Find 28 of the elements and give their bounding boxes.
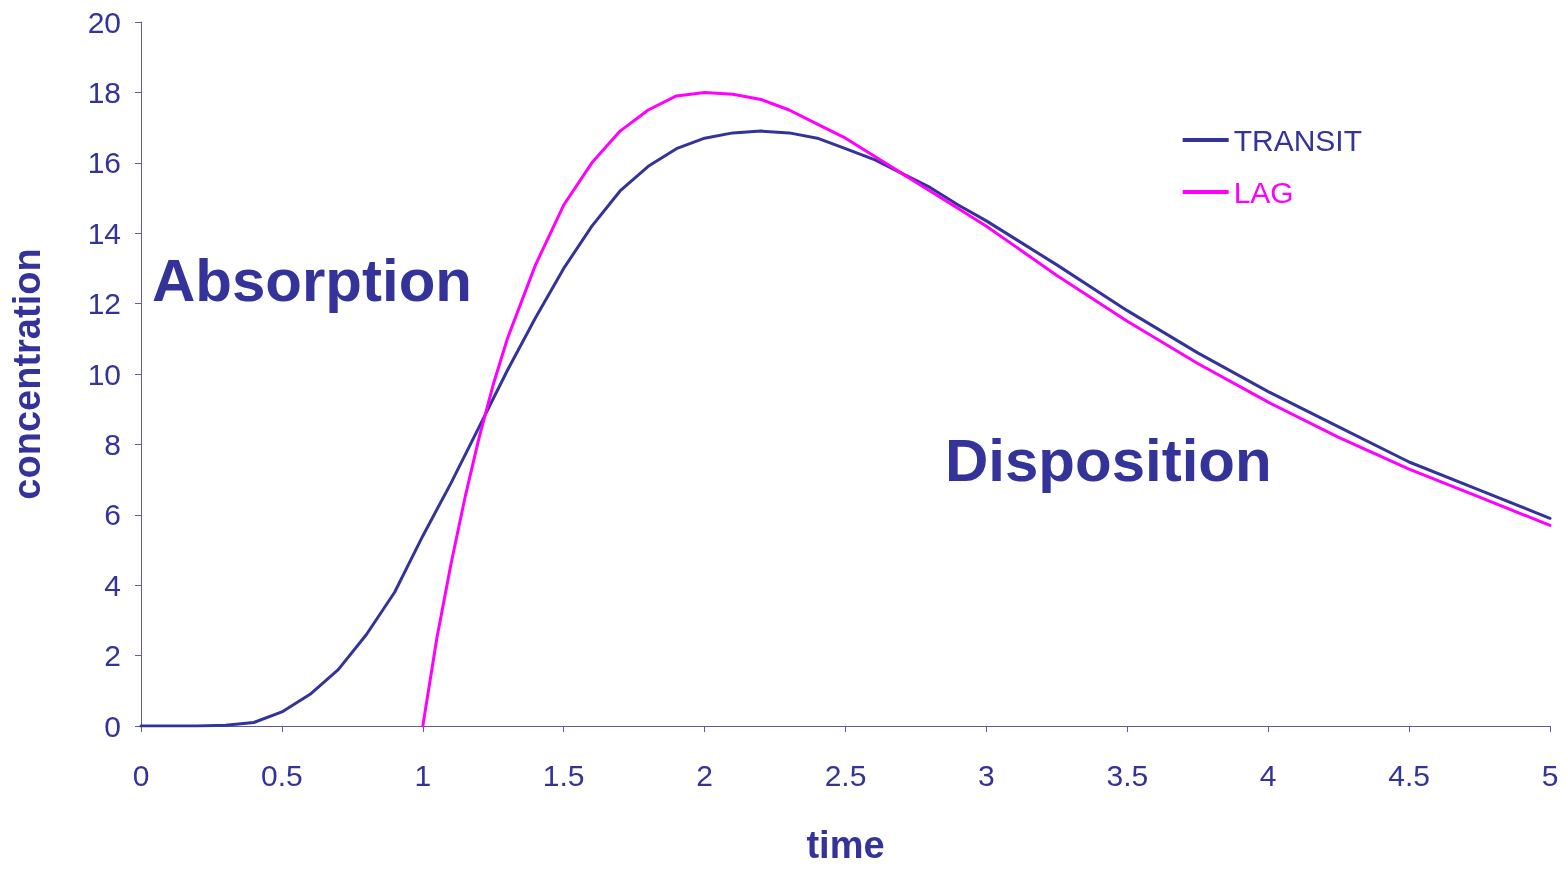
y-tick-label: 18: [87, 75, 121, 109]
x-axis-title: time: [806, 824, 885, 866]
y-tick-label: 20: [87, 5, 121, 39]
x-tick-label: 2.5: [824, 758, 867, 792]
y-tick-label: 16: [87, 146, 121, 180]
x-tick-label: 5: [1541, 758, 1559, 792]
x-tick-label: 4: [1259, 758, 1277, 792]
x-tick-label: 4.5: [1388, 758, 1430, 792]
x-tick-label: 3.5: [1106, 758, 1149, 792]
x-tick-label: 3: [978, 758, 995, 792]
x-tick-label: 1: [414, 758, 432, 792]
y-tick-label: 10: [87, 357, 121, 391]
x-tick-label: 0.5: [261, 758, 303, 792]
y-tick-label: 0: [104, 709, 121, 743]
y-tick-label: 6: [104, 498, 121, 532]
y-axis-title: concentration: [6, 248, 48, 500]
x-tick-label: 0: [132, 758, 150, 792]
legend-label: TRANSIT: [1233, 123, 1363, 157]
annotation: Absorption: [152, 246, 472, 314]
y-tick-label: 12: [87, 287, 121, 321]
x-tick-label: 1.5: [542, 758, 585, 792]
legend-label: LAG: [1233, 175, 1294, 209]
x-tick-label: 2: [696, 758, 713, 792]
y-tick-label: 8: [104, 427, 121, 461]
y-tick-label: 14: [87, 216, 121, 250]
y-tick-label: 2: [104, 639, 121, 673]
y-tick-label: 4: [104, 568, 121, 602]
annotation: Disposition: [945, 426, 1272, 494]
